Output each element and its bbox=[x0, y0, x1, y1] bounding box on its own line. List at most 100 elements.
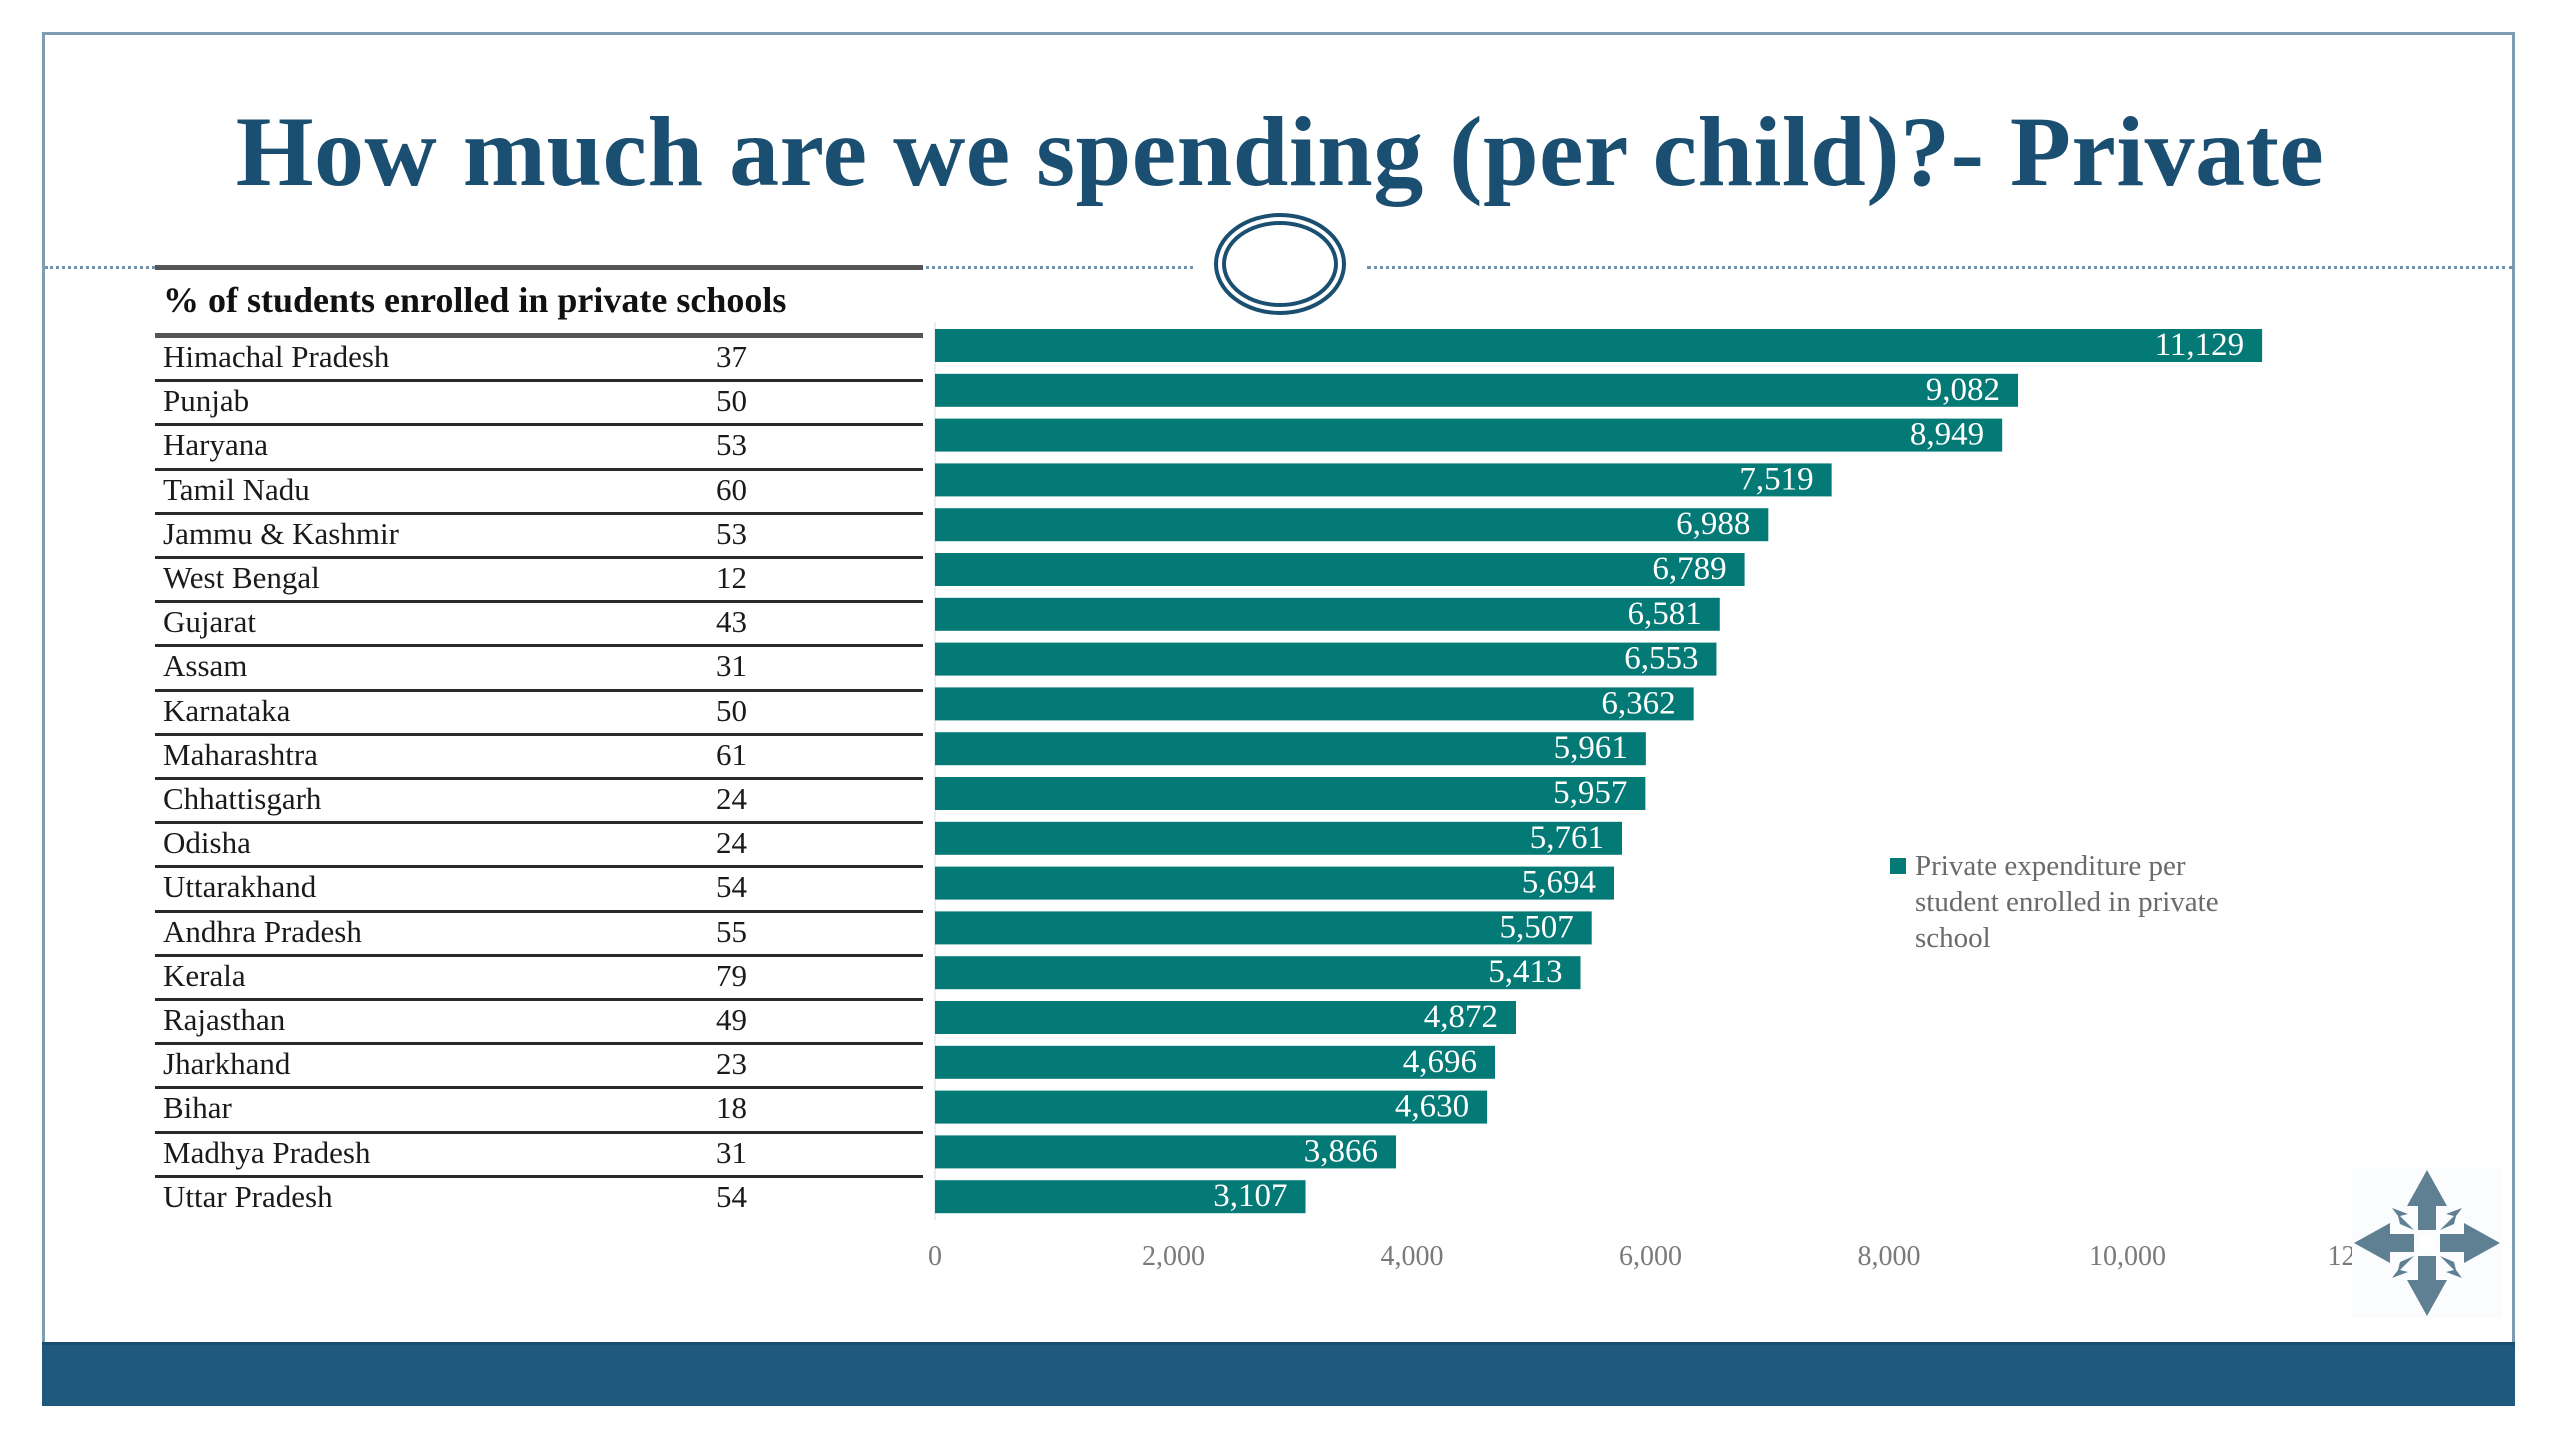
bar-value-label: 8,949 bbox=[1910, 417, 1984, 453]
table-row-rule bbox=[155, 467, 923, 471]
table-row-state: Haryana bbox=[163, 427, 268, 463]
bar bbox=[935, 1135, 1397, 1169]
table-row-rule bbox=[155, 1042, 923, 1046]
table-row-state: Maharashtra bbox=[163, 736, 318, 772]
x-tick-label: 8,000 bbox=[1858, 1241, 1921, 1272]
x-tick-label: 2,000 bbox=[1142, 1241, 1205, 1272]
table-row-rule bbox=[155, 423, 923, 427]
table-header: % of students enrolled in private school… bbox=[163, 280, 787, 320]
table-row-state: Madhya Pradesh bbox=[163, 1134, 371, 1170]
table-row-rule bbox=[155, 865, 923, 869]
table-row-rule bbox=[155, 777, 923, 780]
table-row-percent: 53 bbox=[716, 427, 747, 463]
bar bbox=[935, 508, 1769, 542]
table-row-percent: 54 bbox=[716, 1178, 747, 1214]
table-row-percent: 61 bbox=[716, 736, 747, 772]
x-tick-label: 10,000 bbox=[2089, 1241, 2166, 1272]
bar bbox=[935, 1180, 1306, 1214]
table-row-percent: 37 bbox=[716, 339, 747, 374]
table-row-rule bbox=[155, 600, 923, 604]
table-row-percent: 24 bbox=[716, 781, 747, 816]
table-row-rule bbox=[155, 688, 923, 692]
legend-label: Private expenditure per student enrolled… bbox=[1915, 850, 2219, 954]
table-row-percent: 50 bbox=[716, 383, 747, 419]
table-row-percent: 60 bbox=[716, 471, 747, 507]
table-row-state: Rajasthan bbox=[163, 1002, 286, 1037]
table-row-rule bbox=[155, 1130, 923, 1134]
move-arrows-icon[interactable] bbox=[2352, 1168, 2502, 1318]
bar bbox=[935, 553, 1745, 586]
table-row-rule bbox=[155, 953, 923, 957]
table-row-percent: 43 bbox=[716, 604, 747, 640]
table-row-percent: 31 bbox=[716, 648, 747, 684]
legend-swatch bbox=[1890, 858, 1906, 874]
table-row-state: Punjab bbox=[163, 383, 250, 419]
dotted-divider-right bbox=[1367, 266, 2513, 269]
table-row-percent: 53 bbox=[716, 515, 747, 551]
bar-value-label: 4,630 bbox=[1395, 1089, 1469, 1125]
table-row-rule bbox=[155, 644, 923, 648]
table-row-state: Gujarat bbox=[163, 604, 256, 640]
table-row-state: Tamil Nadu bbox=[163, 471, 310, 507]
bar bbox=[935, 373, 2019, 407]
slide-frame bbox=[42, 32, 2515, 1342]
table-row-rule bbox=[155, 821, 923, 825]
table-top-rule bbox=[155, 265, 923, 270]
table-row-state: Uttarakhand bbox=[163, 869, 317, 905]
table-row-rule bbox=[155, 909, 923, 913]
bar-value-label: 3,107 bbox=[1213, 1178, 1287, 1214]
bar bbox=[935, 1045, 1495, 1079]
bar-value-label: 6,553 bbox=[1624, 641, 1698, 677]
bar bbox=[935, 866, 1615, 900]
bar bbox=[935, 956, 1581, 990]
table-row-state: Jharkhand bbox=[163, 1046, 291, 1082]
table-row-state: Himachal Pradesh bbox=[163, 339, 390, 374]
table-row-state: Kerala bbox=[163, 957, 246, 993]
table-row-state: Andhra Pradesh bbox=[163, 913, 362, 949]
bar-value-label: 3,866 bbox=[1304, 1133, 1378, 1169]
bar bbox=[935, 597, 1720, 631]
table-row-percent: 18 bbox=[716, 1090, 747, 1126]
bar bbox=[935, 1001, 1516, 1034]
bar-value-label: 5,961 bbox=[1554, 730, 1628, 766]
table-row-state: Bihar bbox=[163, 1090, 232, 1126]
table-row-state: Jammu & Kashmir bbox=[163, 515, 399, 551]
table-row-rule bbox=[155, 998, 923, 1001]
bar-value-label: 11,129 bbox=[2155, 327, 2245, 363]
bar-value-label: 5,957 bbox=[1553, 775, 1627, 811]
table-row-percent: 24 bbox=[716, 825, 747, 861]
table-row-percent: 55 bbox=[716, 913, 747, 949]
bar-value-label: 5,694 bbox=[1522, 865, 1596, 901]
bar-value-label: 5,507 bbox=[1499, 909, 1573, 945]
bar-value-label: 9,082 bbox=[1926, 372, 2000, 408]
table-row-rule bbox=[155, 732, 923, 736]
bar bbox=[935, 777, 1646, 810]
bar-value-label: 6,581 bbox=[1628, 596, 1702, 632]
bar bbox=[935, 1090, 1488, 1124]
bar-value-label: 6,988 bbox=[1676, 506, 1750, 542]
table-row-rule bbox=[155, 511, 923, 515]
table-row-percent: 49 bbox=[716, 1002, 747, 1037]
bar bbox=[935, 418, 2003, 452]
table-row-state: Uttar Pradesh bbox=[163, 1178, 333, 1214]
bar bbox=[935, 687, 1694, 721]
table-row-rule bbox=[155, 1174, 923, 1178]
table-row-percent: 31 bbox=[716, 1134, 747, 1170]
table-row-state: Chhattisgarh bbox=[163, 781, 322, 816]
bar-value-label: 5,761 bbox=[1530, 820, 1604, 856]
table-row-percent: 79 bbox=[716, 957, 747, 993]
table-row-percent: 54 bbox=[716, 869, 747, 905]
bar bbox=[935, 911, 1592, 945]
table-row-state: West Bengal bbox=[163, 560, 320, 595]
table-header-rule bbox=[155, 333, 923, 338]
table-row-state: Assam bbox=[163, 648, 248, 684]
table-row-rule bbox=[155, 1086, 923, 1090]
table-row-rule bbox=[155, 556, 923, 559]
bar-value-label: 6,362 bbox=[1601, 685, 1675, 721]
double-ellipse-ornament-icon bbox=[1214, 213, 1346, 315]
table-row-percent: 23 bbox=[716, 1046, 747, 1082]
bar-value-label: 7,519 bbox=[1739, 461, 1813, 497]
table-row-percent: 50 bbox=[716, 692, 747, 728]
bar bbox=[935, 821, 1622, 855]
